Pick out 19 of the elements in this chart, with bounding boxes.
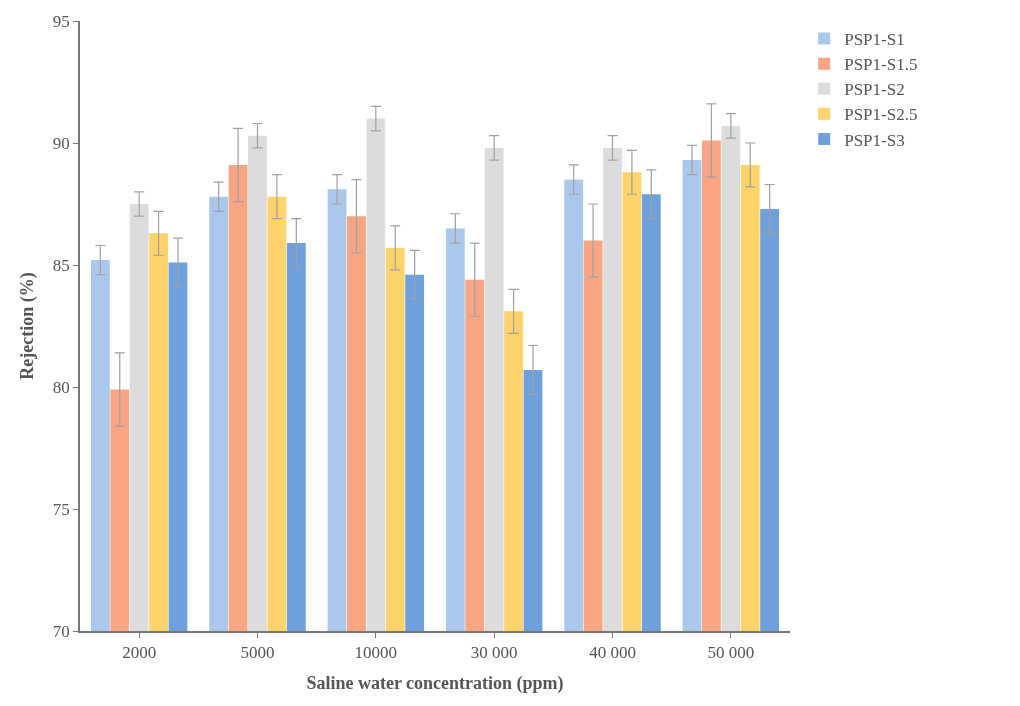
legend-label: PSP1-S1.5 [844, 55, 918, 75]
y-axis-title: Rejection (%) [16, 272, 38, 380]
y-tick-label: 75 [52, 499, 70, 519]
x-tick-label: 30 000 [470, 643, 518, 663]
y-tick-label: 90 [52, 133, 70, 153]
x-axis-title: Saline water concentration (ppm) [306, 672, 564, 694]
x-tick-label: 2000 [122, 643, 157, 663]
legend-label: PSP1-S2 [844, 80, 905, 100]
x-tick-label: 50 000 [707, 643, 755, 663]
y-tick-label: 70 [52, 621, 70, 641]
legend-label: PSP1-S3 [844, 130, 905, 150]
x-tick-label: 10000 [354, 643, 398, 663]
legend-label: PSP1-S2.5 [844, 105, 918, 125]
x-tick-label: 5000 [240, 643, 275, 663]
y-tick-label: 85 [52, 255, 70, 275]
y-tick-label: 95 [52, 11, 70, 31]
legend-label: PSP1-S1 [844, 30, 905, 50]
x-tick-label: 40 000 [589, 643, 636, 663]
y-tick-label: 80 [52, 377, 70, 397]
